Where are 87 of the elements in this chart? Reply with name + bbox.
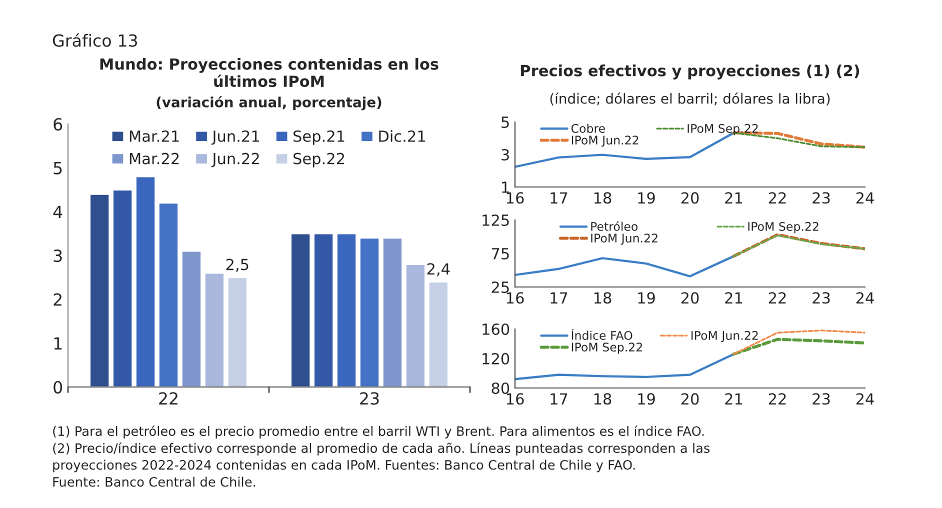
x-tick-label: 17: [550, 292, 568, 304]
x-tick-label: 17: [550, 393, 568, 404]
bar: [404, 264, 426, 387]
legend-label: Mar.22: [130, 152, 179, 164]
x-tick-label: 18: [594, 192, 612, 204]
x-tick-label: 23: [812, 192, 830, 204]
x-tick-label: 20: [681, 393, 699, 405]
bar: [135, 176, 156, 387]
legend-label: Jun.22: [211, 152, 259, 168]
x-tick-label: 16: [506, 292, 524, 304]
x-tick-label: 24: [856, 192, 874, 204]
bar: [181, 250, 202, 387]
y-tick-label: 25: [492, 281, 509, 294]
bar: [336, 232, 357, 387]
chart-title: Precios efectivos y proyecciones (1) (2): [521, 64, 860, 80]
legend-label: IPoM Sep.22: [748, 222, 818, 234]
legend-label: IPoM Jun.22: [692, 330, 758, 342]
x-tick-label: 18: [594, 393, 612, 405]
y-tick-label: 3: [54, 249, 62, 262]
y-tick-label: 3: [502, 148, 509, 161]
legend-label: Jun.21: [211, 130, 259, 145]
bar: [158, 202, 179, 387]
bar: [226, 276, 248, 387]
y-tick-label: 80: [492, 382, 510, 394]
y-tick-label: 6: [54, 118, 62, 131]
legend-label: Sep.22: [294, 152, 344, 168]
legend-label: Cobre: [571, 124, 605, 133]
legend-label: Dic.21: [379, 130, 425, 142]
data-label: 2,4: [427, 263, 450, 276]
x-tick-label: 23: [812, 393, 830, 405]
legend-label: Índice FAO: [572, 328, 632, 340]
bar: [204, 272, 225, 387]
x-tick-label: 20: [681, 192, 699, 204]
bar: [89, 193, 110, 387]
x-tick-label: 19: [638, 292, 655, 304]
x-tick-label: 24: [856, 292, 874, 304]
y-tick-label: 125: [482, 214, 509, 226]
line-series: [515, 352, 735, 380]
bar: [428, 281, 449, 387]
bar: [382, 237, 403, 387]
bar: [359, 237, 380, 387]
legend-label: Mar.21: [130, 130, 179, 142]
y-tick-label: 1: [54, 337, 62, 350]
line-series: [515, 255, 735, 278]
text: Gráfico 13: [52, 33, 138, 47]
x-tick-label: 23: [360, 392, 379, 405]
legend-label: IPoM Jun.22: [572, 136, 638, 147]
x-tick-label: 21: [725, 292, 742, 304]
x-tick-label: 22: [768, 393, 786, 404]
x-tick-label: 16: [506, 393, 524, 405]
x-tick-label: 22: [768, 292, 786, 304]
text: (1) Para el petróleo es el precio promedio entre el barril WTI y Brent. Para alimentos es el índice FAO.: [53, 425, 704, 439]
text: proyecciones 2022-2024 contenidas en cada IPoM. Fuentes: Banco Central de Chile y FAO.: [53, 460, 635, 472]
x-tick-label: 21: [725, 393, 742, 404]
bar: [290, 232, 312, 387]
y-tick-label: 4: [53, 206, 62, 218]
x-tick-label: 24: [856, 393, 874, 404]
legend-label: Sep.21: [294, 130, 344, 145]
y-tick-label: 75: [492, 248, 509, 260]
chart-title: Mundo: Proyecciones contenidas en los últimos IPoM: [100, 58, 438, 88]
x-tick-label: 22: [768, 192, 786, 204]
x-tick-label: 17: [550, 192, 568, 204]
y-tick-label: 5: [502, 116, 509, 128]
x-tick-label: 21: [725, 192, 742, 204]
x-tick-label: 19: [638, 393, 655, 405]
y-tick-label: 0: [54, 380, 62, 394]
y-tick-label: 5: [54, 162, 62, 174]
y-tick-label: 160: [482, 323, 510, 336]
chart-subtitle: (índice; dólares el barril; dólares la libra): [550, 92, 830, 106]
data-label: 2,5: [226, 258, 248, 272]
legend-label: Petróleo: [591, 221, 638, 231]
legend-label: IPoM Jun.22: [591, 234, 658, 245]
source-note: Fuente: Banco Central de Chile.: [53, 476, 256, 487]
x-tick-label: 20: [681, 292, 699, 304]
x-tick-label: 22: [159, 392, 178, 405]
bar: [112, 189, 134, 387]
y-tick-label: 2: [54, 293, 62, 306]
legend-label: IPoM Sep.22: [572, 342, 642, 354]
x-tick-label: 18: [594, 292, 612, 304]
y-tick-label: 1: [502, 182, 509, 193]
x-tick-label: 16: [506, 192, 524, 204]
chart-subtitle: (variación anual, porcentaje): [156, 96, 382, 110]
x-tick-label: 19: [638, 192, 655, 204]
x-tick-label: 23: [812, 292, 830, 304]
bar: [313, 232, 334, 387]
y-tick-label: 120: [482, 352, 510, 365]
text: (2) Precio/índice efectivo corresponde al promedio de cada año. Líneas punteadas corresponden a las: [53, 442, 710, 456]
